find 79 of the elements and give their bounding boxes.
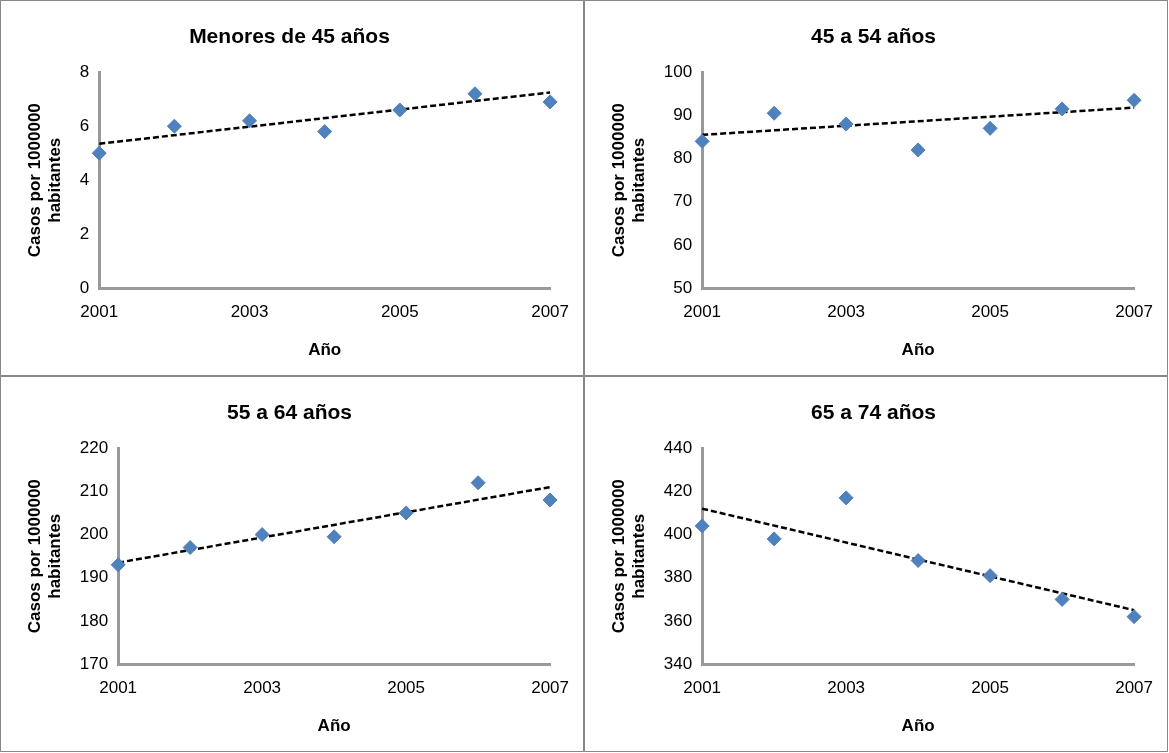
x-tick-label: 2005 [387, 678, 426, 698]
x-tick-label: 2005 [971, 302, 1010, 322]
point [110, 557, 126, 573]
point [1054, 591, 1070, 607]
y-tick-label: 90 [673, 105, 693, 125]
point [982, 120, 998, 136]
x-tick-label: 2003 [827, 302, 866, 322]
point [982, 568, 998, 584]
y-tick-label: 340 [663, 653, 693, 673]
x-tick-label: 2007 [531, 678, 569, 698]
x-axis-title: Año [901, 340, 935, 360]
y-tick-label: 210 [79, 481, 109, 501]
x-tick-label: 2007 [1115, 678, 1153, 698]
x-tick-label: 2001 [683, 302, 722, 322]
point [838, 116, 854, 132]
point [317, 124, 333, 140]
point [182, 540, 198, 556]
x-tick-label: 2007 [1115, 302, 1153, 322]
point [694, 518, 710, 534]
x-tick-label: 2003 [827, 678, 866, 698]
point [398, 505, 414, 521]
y-tick-label: 400 [663, 524, 693, 544]
point [254, 527, 270, 543]
y-axis-title: Casos por 1000000 habitantes [608, 479, 649, 634]
y-tick-label: 6 [79, 115, 90, 135]
y-tick-label: 380 [663, 567, 693, 587]
y-tick-label: 190 [79, 567, 109, 587]
point [242, 113, 258, 129]
x-axis-title: Año [308, 340, 342, 360]
y-tick-label: 170 [79, 653, 109, 673]
y-tick-label: 220 [79, 437, 109, 457]
y-axis-title: Casos por 1000000 habitantes [24, 479, 65, 634]
point [467, 86, 483, 102]
chart-title: 55 a 64 años [227, 400, 352, 424]
point [91, 145, 107, 161]
point [766, 105, 782, 121]
point [542, 492, 558, 508]
y-axis-title: Casos por 1000000 habitantes [24, 103, 65, 258]
point [1126, 609, 1142, 625]
y-tick-label: 420 [663, 481, 693, 501]
point [542, 94, 558, 110]
y-tick-label: 180 [79, 610, 109, 630]
y-tick-label: 100 [663, 61, 693, 81]
chart-title: 65 a 74 años [811, 400, 936, 424]
x-tick-label: 2003 [243, 678, 282, 698]
x-tick-label: 2001 [80, 302, 119, 322]
point [838, 490, 854, 506]
point [766, 531, 782, 547]
y-tick-label: 70 [673, 191, 693, 211]
point [910, 553, 926, 569]
y-tick-label: 80 [673, 148, 693, 168]
point [392, 102, 408, 118]
chart-title: 45 a 54 años [811, 24, 936, 48]
y-tick-label: 360 [663, 610, 693, 630]
point [166, 118, 182, 134]
x-tick-label: 2001 [99, 678, 138, 698]
point [470, 475, 486, 491]
point [910, 142, 926, 158]
x-tick-label: 2005 [971, 678, 1010, 698]
point [1054, 101, 1070, 117]
chart-title: Menores de 45 años [189, 24, 390, 48]
x-tick-label: 2007 [531, 302, 569, 322]
y-tick-label: 60 [673, 234, 693, 254]
x-axis-title: Año [317, 716, 351, 736]
y-tick-label: 8 [79, 61, 90, 81]
y-tick-label: 4 [79, 169, 90, 189]
x-tick-label: 2001 [683, 678, 722, 698]
x-tick-label: 2003 [230, 302, 269, 322]
y-tick-label: 440 [663, 437, 693, 457]
point [1126, 92, 1142, 108]
y-tick-label: 50 [673, 277, 693, 297]
point [694, 133, 710, 149]
x-tick-label: 2005 [380, 302, 419, 322]
point [326, 529, 342, 545]
y-tick-label: 2 [79, 223, 90, 243]
x-axis-title: Año [901, 716, 935, 736]
y-tick-label: 200 [79, 524, 109, 544]
y-tick-label: 0 [79, 277, 90, 297]
y-axis-title: Casos por 1000000 habitantes [608, 103, 649, 258]
